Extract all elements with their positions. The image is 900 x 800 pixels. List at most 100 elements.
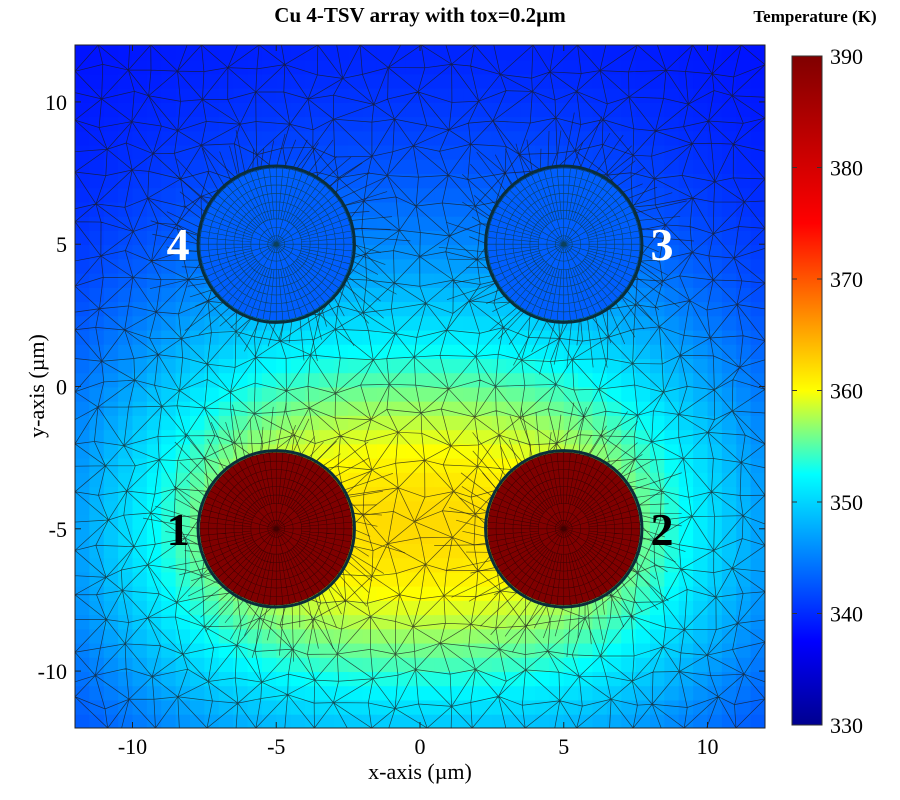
field-cell bbox=[132, 286, 148, 303]
field-cell bbox=[305, 443, 321, 459]
field-cell bbox=[693, 158, 709, 175]
field-cell bbox=[103, 45, 119, 61]
field-cell bbox=[89, 628, 105, 644]
field-cell bbox=[635, 471, 651, 488]
field-cell bbox=[592, 429, 608, 445]
field-cell bbox=[146, 87, 163, 103]
field-cell bbox=[118, 685, 134, 701]
field-cell bbox=[420, 144, 436, 160]
field-cell bbox=[678, 528, 694, 544]
field-cell bbox=[721, 372, 738, 388]
field-cell bbox=[693, 400, 709, 416]
field-cell bbox=[391, 628, 407, 644]
field-cell bbox=[348, 713, 364, 728]
field-cell bbox=[348, 628, 364, 644]
field-cell bbox=[434, 215, 450, 231]
field-cell bbox=[650, 329, 666, 345]
field-cell bbox=[420, 599, 436, 616]
field-cell bbox=[204, 642, 220, 658]
field-cell bbox=[218, 87, 234, 103]
field-cell bbox=[233, 101, 249, 118]
field-cell bbox=[103, 173, 119, 189]
field-cell bbox=[621, 685, 637, 701]
field-cell bbox=[520, 144, 536, 160]
colorbar-tick-label: 330 bbox=[830, 713, 863, 738]
field-cell bbox=[736, 514, 752, 530]
field-cell bbox=[736, 73, 752, 89]
field-cell bbox=[103, 471, 119, 488]
field-cell bbox=[578, 414, 594, 431]
field-cell bbox=[118, 158, 134, 175]
field-cell bbox=[75, 400, 91, 416]
field-cell bbox=[707, 73, 723, 89]
field-cell bbox=[405, 158, 421, 175]
field-cell bbox=[190, 699, 206, 715]
field-cell bbox=[420, 656, 436, 673]
field-cell bbox=[290, 400, 306, 416]
field-cell bbox=[89, 158, 105, 175]
field-cell bbox=[491, 45, 508, 61]
field-cell bbox=[218, 372, 234, 388]
field-cell bbox=[434, 130, 450, 146]
field-cell bbox=[477, 414, 493, 431]
field-cell bbox=[448, 45, 464, 61]
field-cell bbox=[405, 685, 421, 701]
field-cell bbox=[664, 286, 680, 303]
field-cell bbox=[563, 713, 579, 728]
field-cell bbox=[664, 614, 680, 630]
field-cell bbox=[463, 358, 479, 374]
field-cell bbox=[75, 713, 91, 728]
field-cell bbox=[678, 59, 694, 75]
field-cell bbox=[693, 557, 709, 573]
field-cell bbox=[535, 628, 551, 644]
field-cell bbox=[678, 486, 694, 502]
field-cell bbox=[305, 685, 321, 701]
field-cell bbox=[290, 73, 306, 89]
field-cell bbox=[693, 699, 709, 715]
field-cell bbox=[606, 642, 623, 658]
field-cell bbox=[736, 173, 752, 189]
field-cell bbox=[448, 173, 464, 189]
field-cell bbox=[635, 429, 651, 445]
field-cell bbox=[233, 45, 249, 61]
field-cell bbox=[707, 614, 723, 630]
field-cell bbox=[520, 45, 536, 61]
field-cell bbox=[434, 144, 450, 160]
field-cell bbox=[391, 229, 407, 246]
field-cell bbox=[89, 272, 105, 288]
field-cell bbox=[75, 329, 91, 345]
field-cell bbox=[190, 301, 206, 317]
field-cell bbox=[434, 414, 450, 431]
field-cell bbox=[146, 599, 163, 616]
field-cell bbox=[290, 372, 306, 388]
field-cell bbox=[161, 315, 177, 331]
field-cell bbox=[362, 585, 378, 601]
field-cell bbox=[721, 471, 738, 488]
field-cell bbox=[261, 699, 278, 715]
field-cell bbox=[506, 130, 522, 146]
field-cell bbox=[405, 400, 421, 416]
field-cell bbox=[578, 45, 594, 61]
field-cell bbox=[362, 500, 378, 516]
field-cell bbox=[261, 116, 278, 132]
field-cell bbox=[190, 101, 206, 118]
field-cell bbox=[463, 372, 479, 388]
field-cell bbox=[693, 272, 709, 288]
field-cell bbox=[161, 59, 177, 75]
field-cell bbox=[146, 329, 163, 345]
field-cell bbox=[261, 386, 278, 402]
field-cell bbox=[89, 457, 105, 473]
field-cell bbox=[103, 372, 119, 388]
field-cell bbox=[204, 685, 220, 701]
field-cell bbox=[448, 571, 464, 587]
field-cell bbox=[621, 358, 637, 374]
field-cell bbox=[333, 400, 349, 416]
field-cell bbox=[491, 443, 508, 459]
field-cell bbox=[146, 187, 163, 203]
field-cell bbox=[276, 358, 292, 374]
field-cell bbox=[621, 414, 637, 431]
field-cell bbox=[678, 429, 694, 445]
field-cell bbox=[103, 301, 119, 317]
field-cell bbox=[477, 329, 493, 345]
field-cell bbox=[75, 272, 91, 288]
